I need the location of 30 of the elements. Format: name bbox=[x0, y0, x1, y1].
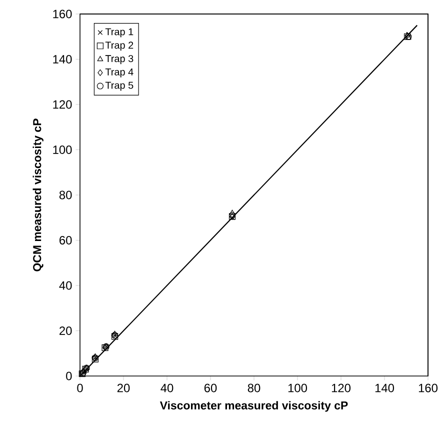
x-tick-label: 120 bbox=[332, 384, 351, 392]
point bbox=[230, 215, 235, 220]
x-tick-label: 160 bbox=[418, 384, 438, 392]
y-tick-label: 80 bbox=[59, 190, 72, 200]
y-tick-label: 100 bbox=[53, 146, 72, 154]
y-tick-label: 0 bbox=[66, 372, 72, 380]
legend-label: Trap 4 bbox=[105, 68, 134, 78]
y-tick-label: 120 bbox=[53, 100, 72, 109]
y-tick-label: 60 bbox=[60, 236, 72, 244]
point bbox=[92, 353, 98, 359]
point bbox=[112, 330, 118, 336]
point bbox=[406, 32, 411, 37]
legend-label: Trap 5 bbox=[105, 82, 134, 91]
y-tick-label: 20 bbox=[60, 326, 72, 335]
x-tick-label: 80 bbox=[248, 384, 260, 392]
x-tick-label: 140 bbox=[375, 384, 394, 392]
x-tick-label: 20 bbox=[117, 384, 130, 392]
legend-label: Trap 2 bbox=[105, 42, 134, 51]
x-tick-label: 60 bbox=[204, 384, 217, 392]
x-axis-title: Viscometer measured viscosity cP bbox=[160, 401, 348, 412]
y-tick-label: 140 bbox=[53, 55, 72, 64]
legend-label: Trap 1 bbox=[105, 28, 134, 38]
y-tick-label: 40 bbox=[59, 281, 72, 290]
point bbox=[229, 210, 236, 215]
x-tick-label: 0 bbox=[77, 384, 83, 392]
y-tick-label: 160 bbox=[53, 10, 72, 18]
y-axis-title: QCM measured viscosity cP bbox=[32, 118, 44, 272]
x-tick-label: 100 bbox=[288, 384, 308, 392]
x-tick-label: 40 bbox=[160, 384, 174, 392]
legend-label: Trap 3 bbox=[105, 55, 134, 64]
